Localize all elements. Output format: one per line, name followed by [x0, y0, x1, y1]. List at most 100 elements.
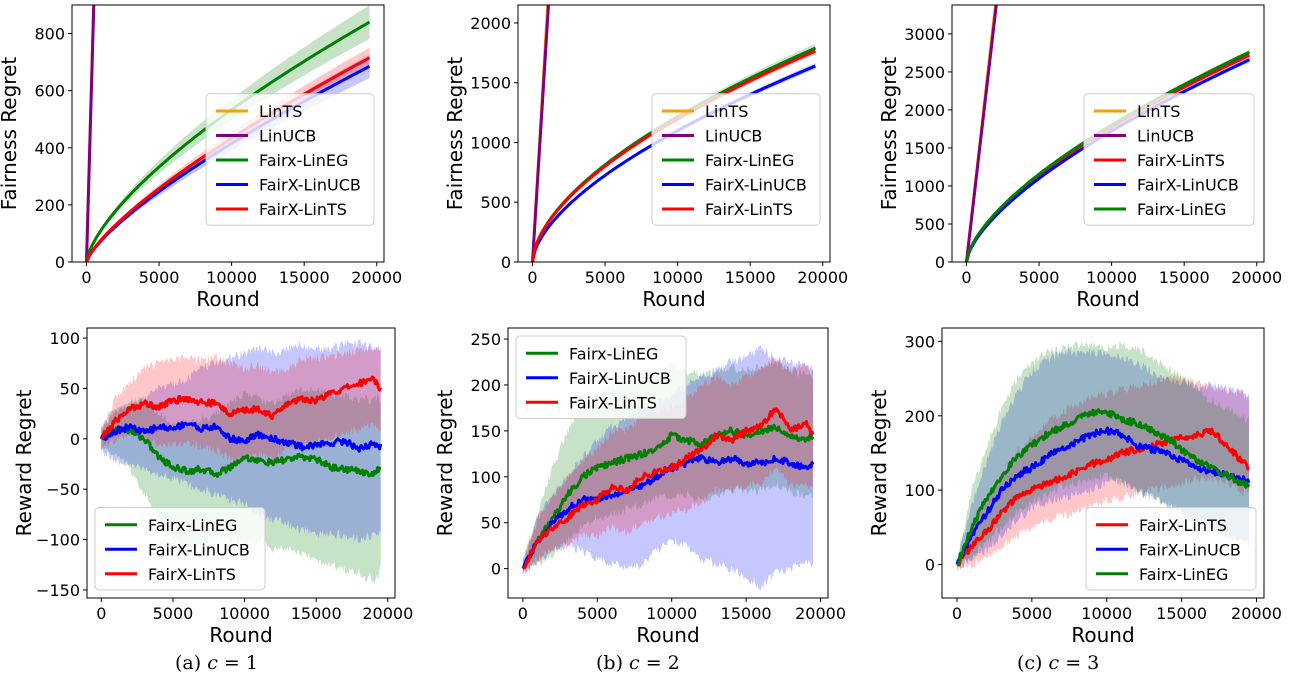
axes-frame — [507, 327, 829, 599]
axes-frame — [71, 4, 385, 263]
x-tick-label: 20000 — [1231, 604, 1282, 623]
caption-c-suffix: = 3 — [1059, 652, 1100, 674]
legend: LinTS LinUCB FairX-LinTS FairX-LinUCB Fairx-… — [1083, 93, 1255, 226]
y-tick-label: 2500 — [904, 63, 945, 82]
x-tick-label: 5000 — [1012, 604, 1053, 623]
band-Fairx-LinEG — [86, 5, 370, 262]
caption-b: (b) c = 2 — [596, 652, 680, 674]
legend-label: LinTS — [1137, 102, 1180, 121]
line-LinUCB — [85, 5, 96, 262]
line-LinUCB — [531, 5, 550, 262]
legend-box — [1085, 507, 1257, 591]
y-tick-label: 600 — [34, 82, 65, 101]
chart-top-a: 0 5000 10000 15000 20000 0 200 400 600 800 Round Fa… — [0, 4, 402, 311]
line-FairX-LinUCB — [99, 421, 383, 453]
caption-b-prefix: (b) — [596, 652, 630, 674]
x-tick-label: 20000 — [351, 268, 402, 287]
line-Fairx-LinEG — [521, 423, 815, 570]
x-tick-label: 15000 — [721, 604, 772, 623]
x-tick-label: 15000 — [1159, 268, 1210, 287]
legend-label: FairX-LinUCB — [569, 369, 671, 388]
x-tick-label: 0 — [518, 604, 528, 623]
legend-box — [1083, 93, 1255, 226]
x-tick-label: 0 — [961, 268, 971, 287]
legend-box — [515, 335, 687, 419]
caption-b-suffix: = 2 — [639, 652, 680, 674]
x-tick-label: 0 — [952, 604, 962, 623]
y-tick-label: 300 — [904, 332, 935, 351]
legend-label: LinUCB — [259, 127, 316, 146]
x-tick-label: 0 — [527, 268, 537, 287]
x-tick-label: 10000 — [1081, 604, 1132, 623]
y-tick-label: 0 — [935, 253, 945, 272]
chart-top-b: 0 5000 10000 15000 20000 0 500 1000 1500 2000 Roun… — [443, 4, 848, 311]
y-tick-label: 500 — [914, 215, 945, 234]
y-tick-label: 0 — [55, 253, 65, 272]
y-tick-label: 50 — [481, 514, 501, 533]
legend-box — [651, 93, 821, 226]
y-tick-label: 100 — [470, 468, 501, 487]
legend-label: LinTS — [259, 102, 302, 121]
legend-label: FairX-LinTS — [569, 393, 657, 412]
y-tick-label: 200 — [470, 376, 501, 395]
caption-a-var: c — [207, 652, 218, 674]
legend-label: FairX-LinUCB — [148, 540, 250, 559]
y-axis-label: Reward Regret — [433, 389, 457, 536]
x-tick-label: 5000 — [585, 268, 626, 287]
legend-box — [94, 507, 266, 591]
y-tick-label: 1000 — [470, 133, 511, 152]
x-tick-label: 10000 — [646, 604, 697, 623]
x-tick-label: 10000 — [652, 268, 703, 287]
line-FairX-LinTS — [956, 427, 1250, 567]
x-tick-label: 10000 — [206, 268, 257, 287]
x-axis-label: Round — [642, 287, 705, 311]
legend-label: Fairx-LinEG — [1139, 565, 1228, 584]
x-tick-label: 15000 — [279, 268, 330, 287]
y-tick-label: −150 — [36, 581, 80, 600]
band-FairX-LinUCB — [957, 347, 1249, 569]
legend: Fairx-LinEG FairX-LinUCB FairX-LinTS — [515, 335, 687, 419]
caption-b-var: c — [629, 652, 640, 674]
y-tick-label: 500 — [480, 193, 511, 212]
band-FairX-LinTS — [522, 356, 814, 576]
y-tick-label: 1500 — [470, 74, 511, 93]
legend-label: Fairx-LinEG — [1137, 200, 1226, 219]
legend-label: FairX-LinTS — [259, 200, 347, 219]
x-tick-label: 20000 — [362, 604, 413, 623]
chart-bottom-c: 0 5000 10000 15000 20000 0 100 200 300 Round Rewar… — [867, 327, 1282, 647]
x-tick-label: 20000 — [795, 604, 846, 623]
y-axis-label: Reward Regret — [12, 389, 36, 536]
y-tick-label: −50 — [46, 480, 80, 499]
x-tick-label: 15000 — [1156, 604, 1207, 623]
band-FairX-LinTS — [101, 344, 381, 464]
caption-c-prefix: (c) — [1017, 652, 1049, 674]
line-Fairx-LinEG — [956, 408, 1251, 567]
x-tick-label: 20000 — [797, 268, 848, 287]
y-tick-label: 100 — [904, 481, 935, 500]
legend-label: LinTS — [705, 102, 748, 121]
axes-frame — [86, 327, 396, 599]
plot-area — [955, 340, 1251, 573]
legend: LinTS LinUCB Fairx-LinEG FairX-LinUCB FairX-… — [205, 93, 375, 226]
legend-box — [205, 93, 375, 226]
band-Fairx-LinEG — [101, 385, 381, 584]
plot-area — [99, 339, 383, 584]
legend-label: FairX-LinUCB — [1139, 540, 1241, 559]
legend-label: FairX-LinUCB — [1137, 176, 1239, 195]
y-tick-label: 1000 — [904, 177, 945, 196]
legend-label: FairX-LinTS — [705, 200, 793, 219]
caption-a-suffix: = 1 — [217, 652, 258, 674]
y-tick-label: 3000 — [904, 25, 945, 44]
legend: FairX-LinTS FairX-LinUCB Fairx-LinEG — [1085, 507, 1257, 591]
y-axis-label: Fairness Regret — [0, 57, 21, 211]
legend-label: Fairx-LinEG — [259, 151, 348, 170]
band-FairX-LinTS — [957, 374, 1249, 573]
chart-bottom-a: 0 5000 10000 15000 20000 −150 −100 −50 0 50 100 Rou… — [12, 327, 413, 647]
y-tick-label: 2000 — [470, 14, 511, 33]
x-tick-label: 5000 — [577, 604, 618, 623]
line-Fairx-LinEG — [99, 425, 382, 478]
line-FairX-LinTS — [522, 407, 815, 570]
x-axis-label: Round — [209, 623, 272, 647]
chart-bottom-b: 0 5000 10000 15000 20000 0 50 100 150 200 250 Round… — [433, 327, 846, 647]
